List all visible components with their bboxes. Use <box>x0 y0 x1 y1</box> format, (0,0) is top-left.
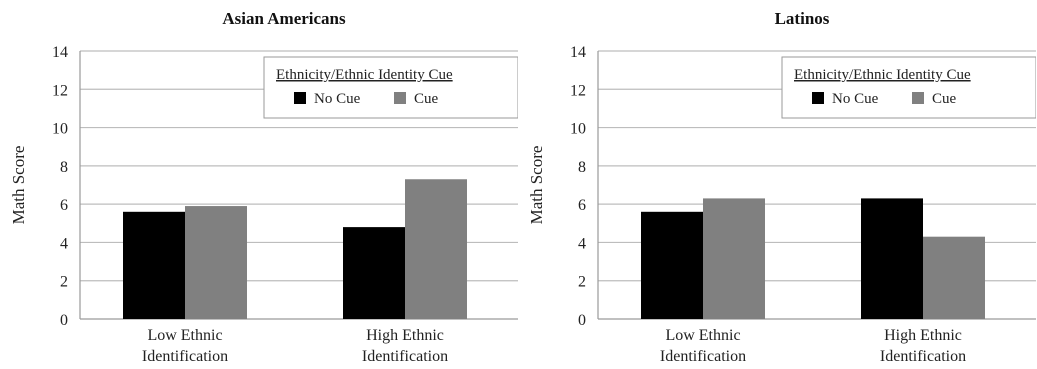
x-category-label-line: Identification <box>362 348 448 365</box>
y-tick-label: 10 <box>52 121 68 138</box>
x-category-label-line: High Ethnic <box>366 327 444 344</box>
x-category-label: Low Ethnic Identification <box>660 327 746 365</box>
bar-cue <box>923 236 985 319</box>
legend-swatch-cue <box>912 92 924 104</box>
legend-title: Ethnicity/Ethnic Identity Cue <box>794 67 971 83</box>
bar-cue <box>703 198 765 319</box>
x-category-label-line: Low Ethnic <box>665 327 740 344</box>
y-tick-label: 0 <box>578 312 586 329</box>
x-category-label: High Ethnic Identification <box>362 327 448 365</box>
y-tick-label: 14 <box>52 44 68 61</box>
legend-label-cue: Cue <box>414 91 439 107</box>
y-axis-label: Math Score <box>9 146 28 225</box>
x-category-label-line: Identification <box>880 348 966 365</box>
legend-label-no-cue: No Cue <box>314 91 361 107</box>
x-category-label-line: Identification <box>142 348 228 365</box>
bar-no-cue <box>861 198 923 319</box>
legend-swatch-no-cue <box>294 92 306 104</box>
x-category-label-line: Low Ethnic <box>147 327 222 344</box>
bar-no-cue <box>123 211 185 319</box>
x-category-label-line: High Ethnic <box>884 327 962 344</box>
y-tick-label: 4 <box>60 235 68 252</box>
y-axis-label: Math Score <box>527 146 546 225</box>
y-tick-label: 2 <box>578 274 586 291</box>
y-tick-label: 2 <box>60 274 68 291</box>
legend-swatch-cue <box>394 92 406 104</box>
x-category-label: High Ethnic Identification <box>880 327 966 365</box>
chart-title: Latinos <box>775 9 830 28</box>
chart-asian-americans: Asian Americans Math Score 0 2 4 6 8 10 12 14 Low … <box>0 0 518 369</box>
y-tick-label: 8 <box>578 159 586 176</box>
chart-svg-latinos: Latinos Math Score 0 2 4 6 8 10 12 14 Low Ethnic Id… <box>527 9 1036 365</box>
x-category-label-line: Identification <box>660 348 746 365</box>
bar-no-cue <box>641 211 703 319</box>
y-tick-label: 0 <box>60 312 68 329</box>
legend-label-cue: Cue <box>932 91 957 107</box>
y-tick-label: 12 <box>570 82 586 99</box>
bar-no-cue <box>343 227 405 319</box>
bar-cue <box>185 206 247 319</box>
chart-svg-asian-americans: Asian Americans Math Score 0 2 4 6 8 10 12 14 Low … <box>9 9 518 365</box>
y-tick-label: 8 <box>60 159 68 176</box>
chart-title: Asian Americans <box>222 9 346 28</box>
y-tick-label: 4 <box>578 235 586 252</box>
y-tick-label: 12 <box>52 82 68 99</box>
legend-box <box>263 56 518 119</box>
y-tick-label: 6 <box>578 197 586 214</box>
legend-title: Ethnicity/Ethnic Identity Cue <box>276 67 453 83</box>
chart-latinos: Latinos Math Score 0 2 4 6 8 10 12 14 Low Ethnic Id… <box>518 0 1036 369</box>
legend-box <box>781 56 1036 119</box>
bar-cue <box>405 179 467 319</box>
y-tick-label: 14 <box>570 44 586 61</box>
y-tick-label: 6 <box>60 197 68 214</box>
y-tick-label: 10 <box>570 121 586 138</box>
x-category-label: Low Ethnic Identification <box>142 327 228 365</box>
legend-label-no-cue: No Cue <box>832 91 879 107</box>
legend-swatch-no-cue <box>812 92 824 104</box>
